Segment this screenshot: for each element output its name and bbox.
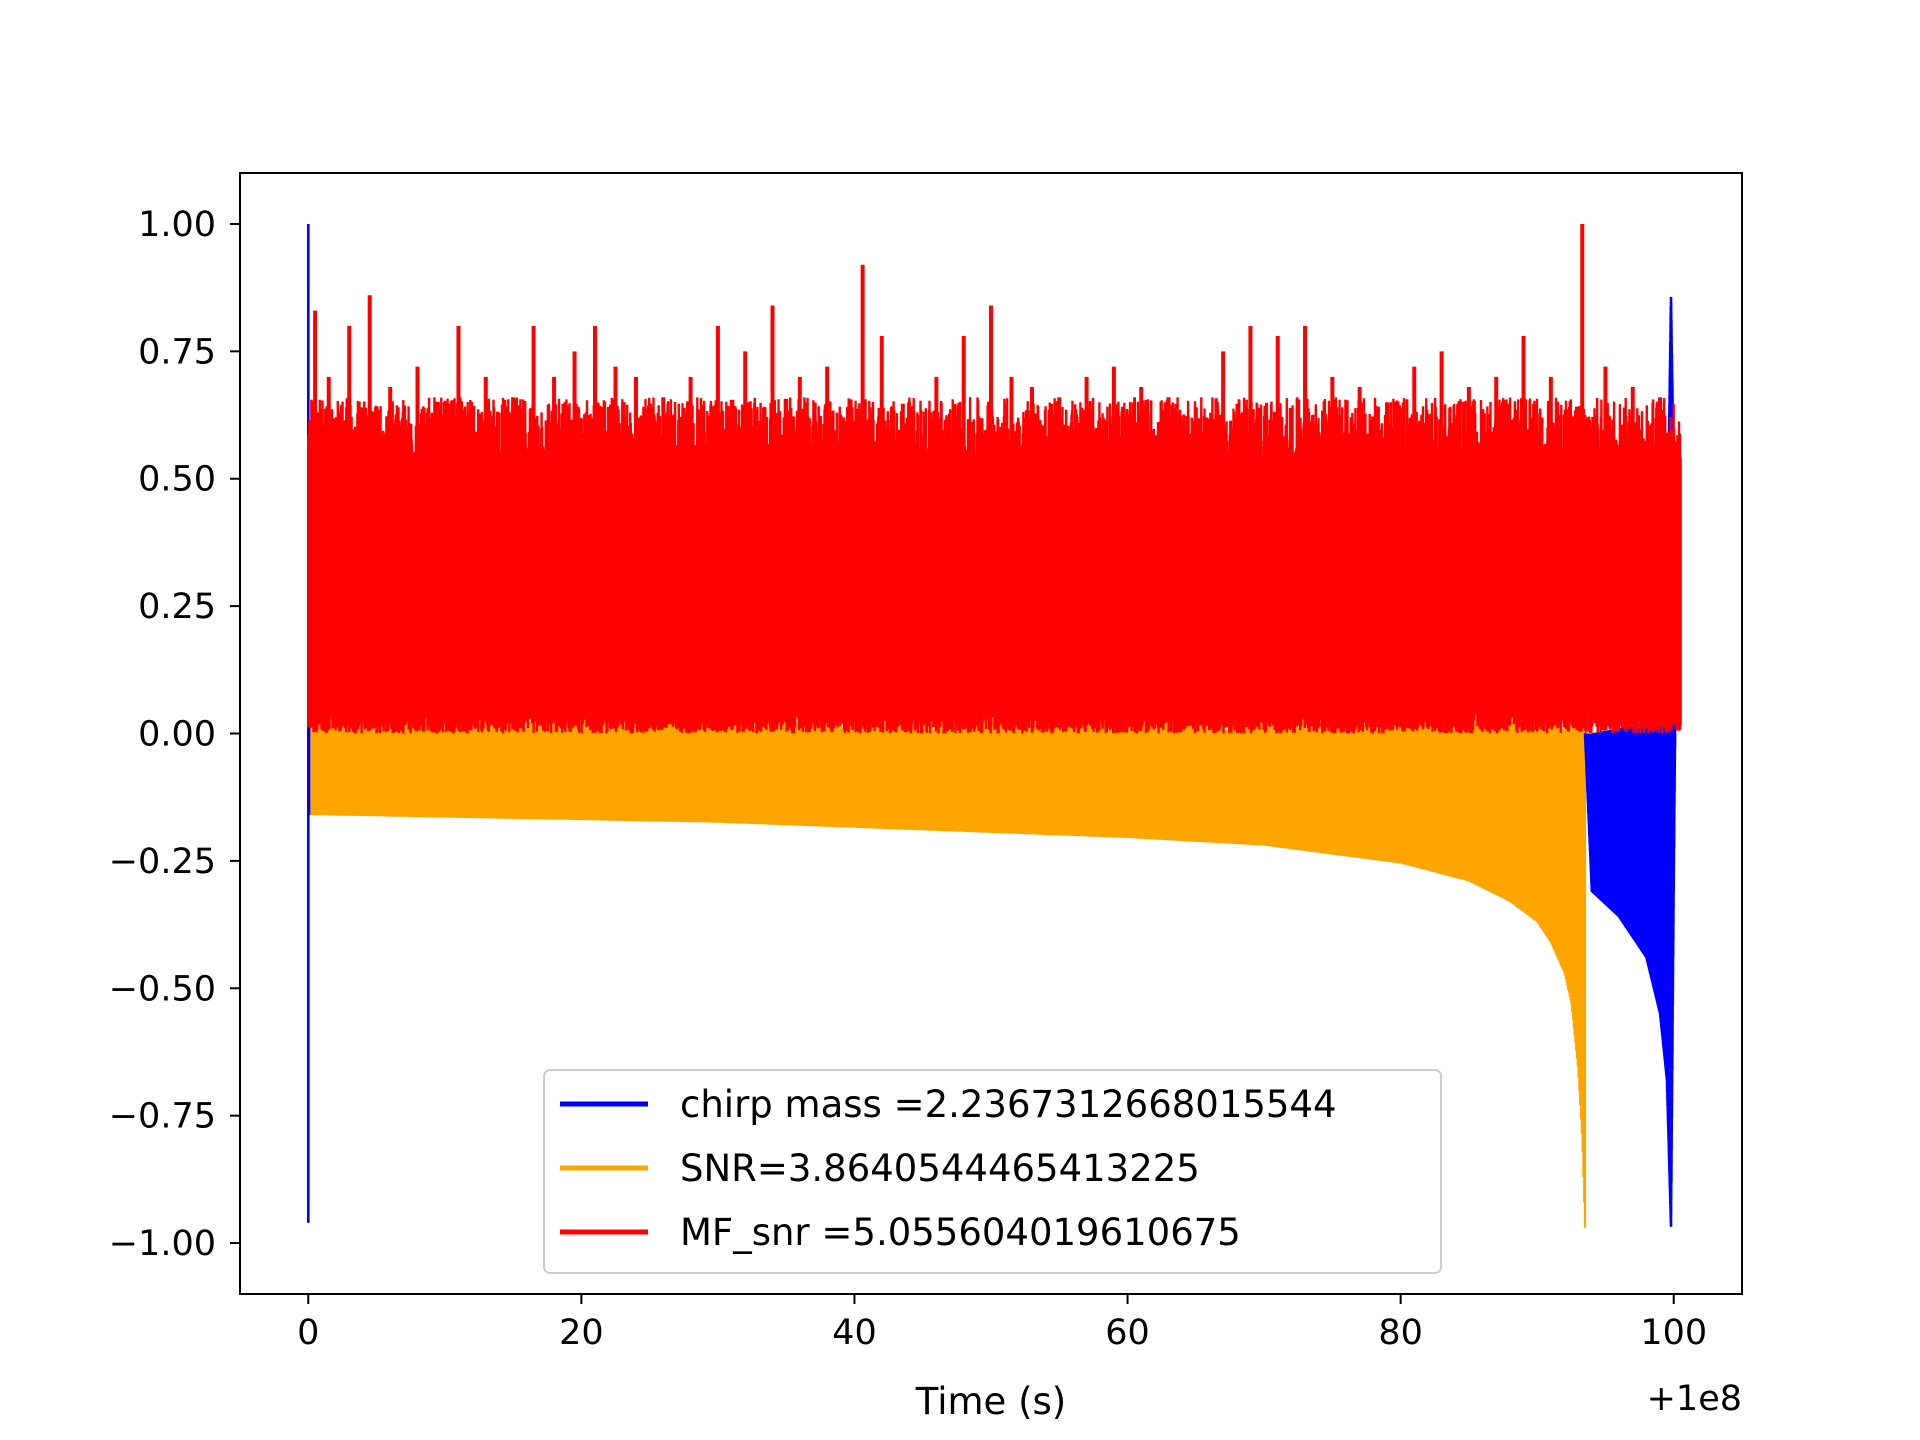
series-snr-line (307, 700, 1587, 1228)
x-tick-label: 0 (297, 1313, 319, 1353)
y-tick-label: −0.25 (109, 842, 216, 882)
legend-entry: SNR=3.8640544465413225 (680, 1147, 1200, 1190)
y-axis: 1.00 0.75 0.50 0.25 0.00 −0.25 −0.50 −0.75 −1.00 (109, 205, 240, 1264)
series-layer (307, 223, 1682, 1228)
y-tick-label: 1.00 (138, 205, 216, 245)
x-tick-label: 100 (1640, 1313, 1707, 1353)
legend-entry: chirp mass =2.2367312668015544 (680, 1083, 1337, 1126)
x-axis-label: Time (s) (915, 1380, 1066, 1423)
y-tick-label: −0.50 (109, 969, 216, 1009)
y-tick-label: −1.00 (109, 1224, 216, 1264)
y-tick-label: 0.00 (138, 715, 216, 755)
legend-entry: MF_snr =5.055604019610675 (680, 1211, 1241, 1254)
legend: chirp mass =2.2367312668015544 SNR=3.8640… (543, 1069, 1442, 1274)
x-offset-label: +1e8 (1647, 1379, 1742, 1419)
x-tick-label: 80 (1378, 1313, 1423, 1353)
y-tick-label: −0.75 (109, 1097, 216, 1137)
y-tick-label: 0.25 (138, 587, 216, 627)
y-tick-label: 0.50 (138, 460, 216, 500)
y-tick-label: 0.75 (138, 332, 216, 372)
x-tick-label: 20 (559, 1313, 604, 1353)
x-tick-label: 60 (1105, 1313, 1150, 1353)
legend-frame (543, 1069, 1442, 1274)
x-axis: 0 20 40 60 80 100 (297, 1294, 1707, 1353)
x-tick-label: 40 (832, 1313, 877, 1353)
series-mf-snr-line (307, 397, 1682, 734)
